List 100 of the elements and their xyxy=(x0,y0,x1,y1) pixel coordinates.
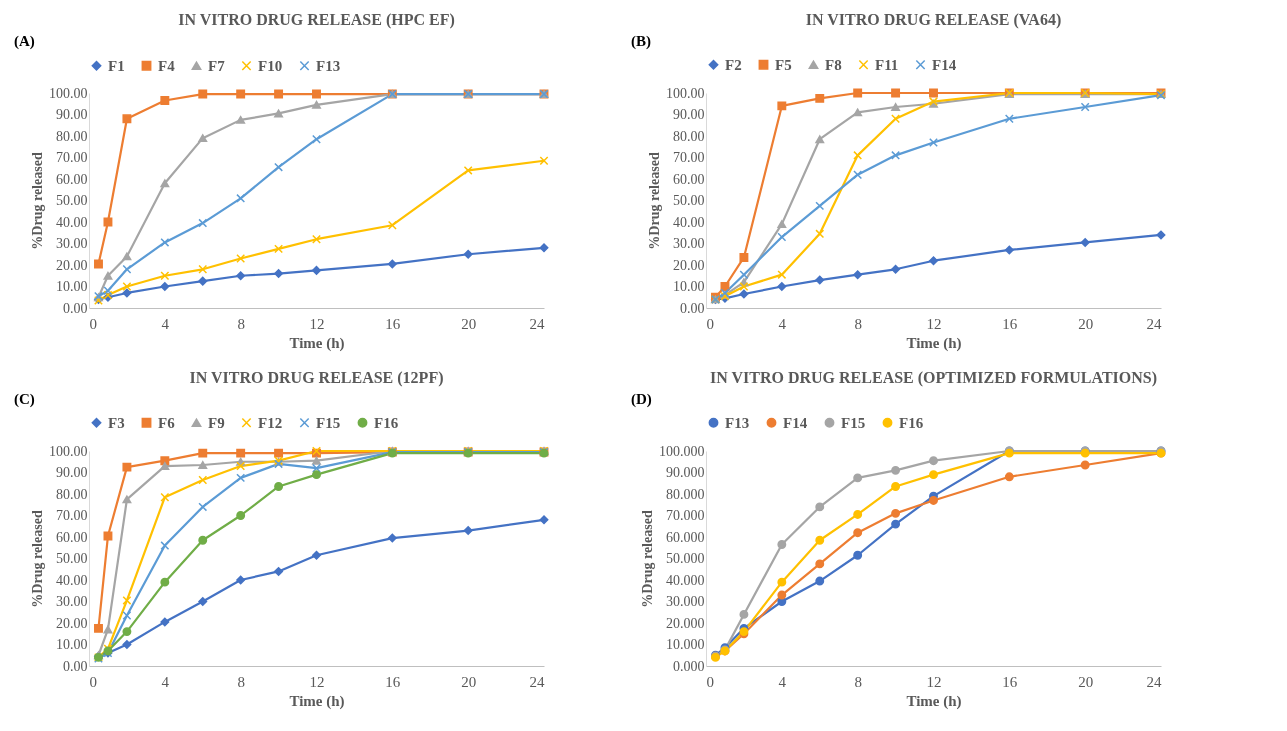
y-tick-label: 20.00 xyxy=(56,257,88,273)
legend-label: F16 xyxy=(899,414,924,431)
x-tick-label: 0 xyxy=(89,673,97,690)
y-tick-label: 40.00 xyxy=(56,572,88,588)
y-tick-label: 30.00 xyxy=(56,594,88,609)
x-tick-label: 20 xyxy=(1078,673,1094,690)
x-tick-label: 12 xyxy=(926,315,942,332)
legend-label: F14 xyxy=(932,56,957,73)
x-tick-label: 24 xyxy=(1146,315,1162,332)
legend-label: F13 xyxy=(725,414,750,431)
y-axis-title: %Drug released xyxy=(30,510,45,608)
y-tick-label: 90.00 xyxy=(56,107,88,122)
x-tick-label: 12 xyxy=(926,673,942,690)
legend-label: F9 xyxy=(208,414,225,431)
y-tick-label: 60.00 xyxy=(56,529,88,545)
y-tick-label: 70.00 xyxy=(56,150,88,165)
legend-label: F8 xyxy=(825,56,842,73)
y-tick-label: 20.00 xyxy=(56,615,88,631)
x-tick-label: 24 xyxy=(529,315,545,332)
y-tick-label: 20.000 xyxy=(666,615,705,631)
legend-label: F15 xyxy=(316,414,341,431)
x-tick-label: 8 xyxy=(237,673,245,690)
x-tick-label: 8 xyxy=(237,315,245,332)
chart-title: IN VITRO DRUG RELEASE (VA64) xyxy=(805,11,1062,29)
x-tick-label: 20 xyxy=(461,315,477,332)
y-tick-label: 70.000 xyxy=(666,508,705,523)
text: (B) xyxy=(631,33,651,50)
y-tick-label: 30.00 xyxy=(56,236,88,251)
x-axis-title: Time (h) xyxy=(906,692,962,710)
x-tick-label: 12 xyxy=(309,673,325,690)
legend-label: F5 xyxy=(775,56,792,73)
y-tick-label: 60.000 xyxy=(666,529,705,545)
y-tick-label: 60.00 xyxy=(673,171,705,187)
x-tick-label: 0 xyxy=(706,673,714,690)
legend-label: F13 xyxy=(316,57,341,74)
y-tick-label: 40.00 xyxy=(673,214,705,230)
x-tick-label: 12 xyxy=(309,315,325,332)
y-tick-label: 60.00 xyxy=(56,171,88,187)
y-tick-label: 90.00 xyxy=(56,465,88,480)
chart-title: IN VITRO DRUG RELEASE (12PF) xyxy=(189,369,444,387)
y-tick-label: 40.00 xyxy=(56,214,88,230)
y-tick-label: 100.000 xyxy=(659,443,705,459)
legend-label: F11 xyxy=(875,56,899,73)
legend-label: F14 xyxy=(783,414,808,431)
x-tick-label: 4 xyxy=(778,315,787,332)
legend-label: F16 xyxy=(374,414,399,431)
chart-title: IN VITRO DRUG RELEASE (OPTIMIZED FORMULATIONS) xyxy=(709,369,1158,387)
legend-label: F3 xyxy=(108,414,125,431)
y-axis-title: %Drug released xyxy=(647,152,662,250)
y-tick-label: 50.00 xyxy=(673,193,705,208)
y-tick-label: 0.00 xyxy=(63,658,88,674)
y-tick-label: 0.000 xyxy=(673,658,705,674)
y-tick-label: 0.00 xyxy=(680,300,705,316)
x-tick-label: 8 xyxy=(854,315,862,332)
x-tick-label: 4 xyxy=(161,315,170,332)
x-tick-label: 8 xyxy=(854,673,862,690)
y-tick-label: 80.00 xyxy=(56,486,88,502)
x-tick-label: 24 xyxy=(1146,673,1162,690)
x-tick-label: 20 xyxy=(1078,315,1094,332)
y-tick-label: 30.00 xyxy=(673,236,705,251)
y-tick-label: 30.000 xyxy=(666,594,705,609)
y-axis-title: %Drug released xyxy=(30,152,45,250)
y-tick-label: 50.00 xyxy=(56,193,88,208)
x-axis-title: Time (h) xyxy=(289,334,345,352)
y-tick-label: 80.00 xyxy=(673,128,705,144)
x-tick-label: 4 xyxy=(161,673,170,690)
x-tick-label: 16 xyxy=(385,315,401,332)
x-tick-label: 16 xyxy=(1002,673,1018,690)
legend-label: F2 xyxy=(725,56,742,73)
y-tick-label: 80.00 xyxy=(56,128,88,144)
y-tick-label: 10.000 xyxy=(666,637,705,652)
text: (A) xyxy=(14,33,35,50)
y-tick-label: 90.00 xyxy=(673,107,705,122)
y-tick-label: 20.00 xyxy=(673,257,705,273)
y-tick-label: 100.00 xyxy=(49,85,88,101)
x-axis-title: Time (h) xyxy=(906,334,962,352)
y-tick-label: 0.00 xyxy=(63,300,88,316)
y-tick-label: 100.00 xyxy=(666,85,705,101)
text: (D) xyxy=(631,391,652,408)
x-tick-label: 24 xyxy=(529,673,545,690)
x-axis-title: Time (h) xyxy=(289,692,345,710)
x-tick-label: 0 xyxy=(706,315,714,332)
text: (C) xyxy=(14,391,35,408)
legend-label: F4 xyxy=(158,57,176,74)
chart-title: IN VITRO DRUG RELEASE (HPC EF) xyxy=(178,11,455,29)
y-axis-title: %Drug released xyxy=(640,510,655,608)
legend-label: F12 xyxy=(258,414,283,431)
y-tick-label: 50.000 xyxy=(666,551,705,566)
legend-label: F7 xyxy=(208,57,226,74)
y-tick-label: 90.000 xyxy=(666,465,705,480)
x-tick-label: 20 xyxy=(461,673,477,690)
x-tick-label: 4 xyxy=(778,673,787,690)
x-tick-label: 16 xyxy=(1002,315,1018,332)
y-tick-label: 70.00 xyxy=(56,508,88,523)
x-tick-label: 16 xyxy=(385,673,401,690)
legend-label: F15 xyxy=(841,414,866,431)
y-tick-label: 40.000 xyxy=(666,572,705,588)
y-tick-label: 10.00 xyxy=(56,637,88,652)
x-tick-label: 0 xyxy=(89,315,97,332)
legend-label: F6 xyxy=(158,414,176,431)
